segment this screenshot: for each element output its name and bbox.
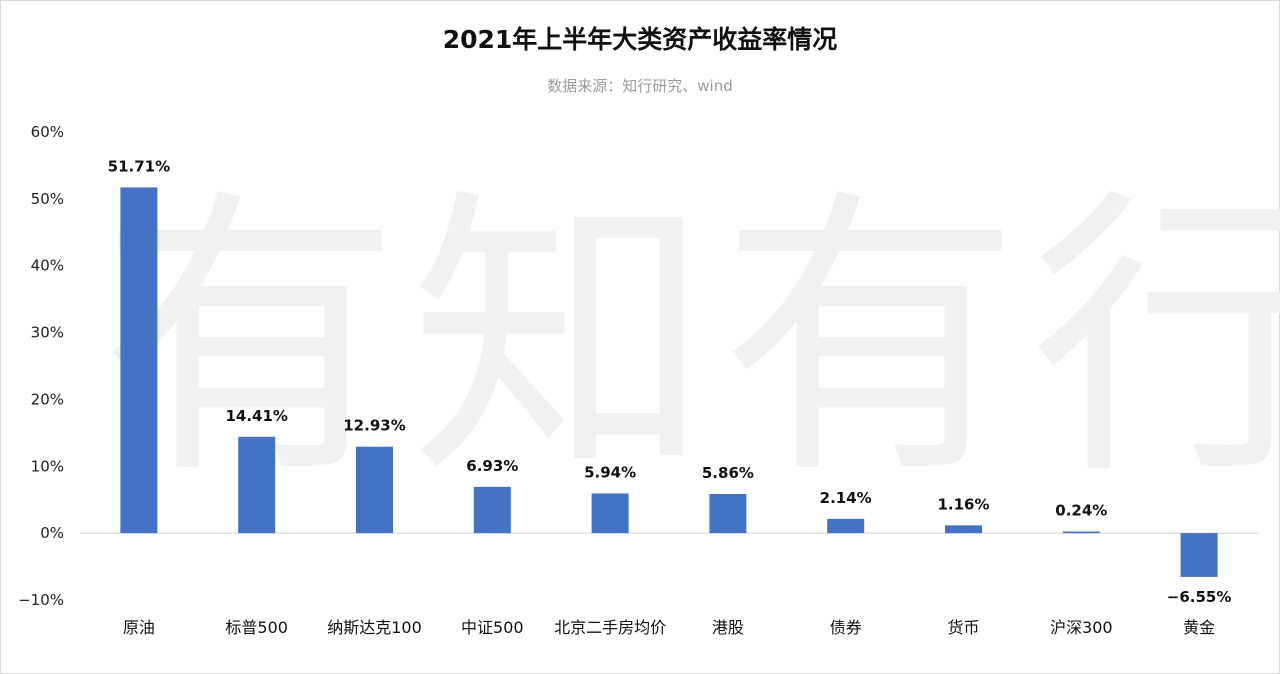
category-label: 中证500 (461, 618, 524, 637)
category-label: 标普500 (225, 618, 288, 637)
category-label: 货币 (947, 618, 979, 637)
bar (591, 493, 629, 534)
data-label: 0.24% (1055, 502, 1107, 520)
category-label: 黄金 (1183, 618, 1215, 637)
category-label: 北京二手房均价 (554, 618, 666, 637)
data-label: 1.16% (937, 495, 989, 513)
data-label: 5.94% (584, 463, 636, 481)
bar (356, 446, 393, 534)
category-label: 纳斯达克100 (327, 618, 422, 637)
y-tick-label: −10% (18, 591, 64, 609)
category-label: 港股 (712, 618, 744, 637)
data-label: 14.41% (225, 407, 287, 425)
watermark: 有知有行 (100, 165, 1280, 514)
bar (945, 525, 982, 534)
bar (709, 493, 747, 534)
chart-title: 2021年上半年大类资产收益率情况 (442, 25, 838, 54)
bar (827, 518, 865, 534)
data-label: 5.86% (702, 464, 754, 482)
data-label: 6.93% (466, 457, 518, 475)
data-label: −6.55% (1167, 588, 1232, 606)
bar (1180, 533, 1218, 577)
category-label: 债券 (830, 618, 862, 637)
y-tick-label: 0% (40, 524, 64, 542)
y-tick-label: 40% (31, 257, 64, 275)
bar (473, 486, 511, 534)
data-label: 51.71% (108, 157, 170, 175)
bar (1062, 531, 1100, 534)
y-tick-label: 50% (31, 190, 64, 208)
y-tick-label: 10% (31, 457, 64, 475)
category-label: 原油 (123, 618, 155, 637)
y-tick-label: 60% (31, 123, 64, 141)
y-tick-label: 20% (31, 390, 64, 408)
chart-subtitle: 数据来源：知行研究、wind (547, 77, 733, 95)
data-label: 2.14% (820, 489, 872, 507)
bar (120, 187, 158, 534)
category-label: 沪深300 (1050, 618, 1113, 637)
data-label: 12.93% (343, 417, 405, 435)
bar (238, 436, 276, 534)
y-tick-label: 30% (31, 324, 64, 342)
